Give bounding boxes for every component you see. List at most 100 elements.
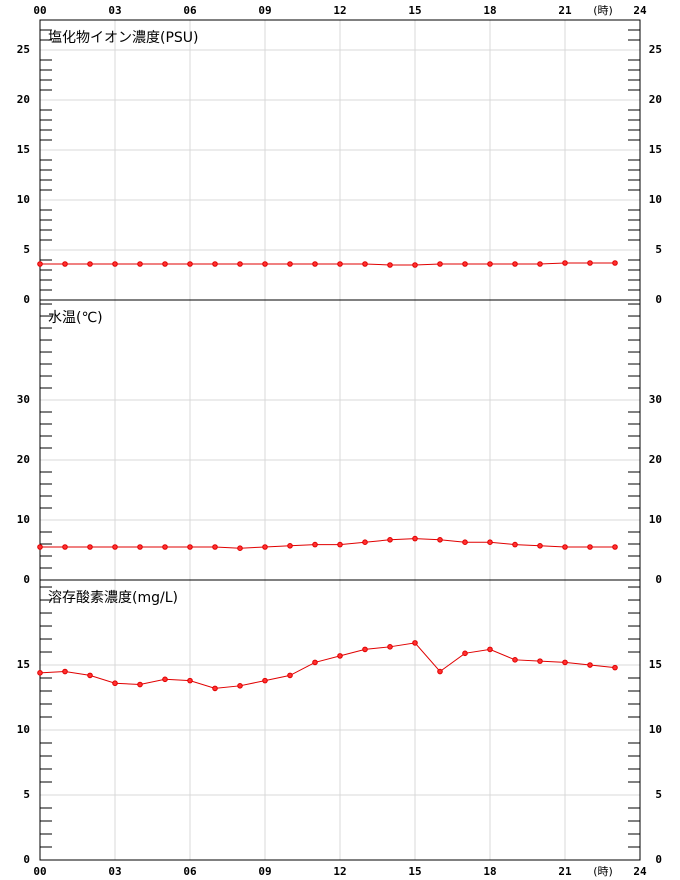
x-tick-label: 15 (408, 4, 421, 17)
x-tick-label: 06 (183, 865, 197, 878)
data-point (362, 646, 368, 653)
data-point (412, 640, 418, 646)
y-tick-label: 5 (655, 788, 662, 801)
data-point (137, 544, 143, 550)
data-point (137, 261, 143, 267)
x-tick-label: 12 (333, 4, 346, 17)
data-point (87, 672, 93, 679)
y-tick-label: 20 (17, 93, 30, 106)
y-tick-label: 5 (23, 243, 30, 256)
data-point (37, 544, 43, 550)
data-point (162, 544, 168, 550)
data-point (287, 672, 293, 679)
data-point (62, 668, 68, 675)
x-unit-label: (時) (593, 4, 613, 17)
y-tick-label: 25 (17, 43, 30, 56)
data-point (512, 657, 518, 663)
x-tick-label: 21 (558, 4, 572, 17)
x-tick-label: 03 (108, 4, 121, 17)
x-tick-label: 18 (483, 865, 496, 878)
data-point (487, 539, 493, 546)
data-point (312, 261, 318, 267)
y-tick-label: 5 (23, 788, 30, 801)
data-point (562, 260, 568, 266)
y-tick-label: 0 (655, 573, 662, 586)
data-point (437, 261, 443, 267)
x-unit-label: (時) (593, 865, 613, 878)
data-point (337, 653, 343, 659)
data-point (387, 537, 393, 543)
data-point (387, 262, 393, 268)
x-tick-label: 24 (633, 865, 647, 878)
y-tick-label: 20 (649, 453, 662, 466)
data-point (162, 676, 168, 683)
y-tick-label: 10 (17, 723, 30, 736)
data-point (612, 544, 618, 550)
data-point (437, 537, 443, 543)
data-point (487, 261, 493, 267)
data-point (312, 541, 318, 548)
data-point (587, 260, 593, 266)
data-point (287, 261, 293, 267)
y-tick-label: 10 (649, 193, 662, 206)
y-tick-label: 15 (649, 658, 662, 671)
data-point (337, 261, 343, 267)
data-point (237, 261, 243, 267)
data-point (212, 685, 218, 692)
data-point (212, 261, 218, 267)
y-tick-label: 20 (17, 453, 30, 466)
data-point (337, 541, 343, 548)
x-tick-label: 00 (33, 4, 46, 17)
y-tick-label: 15 (17, 658, 30, 671)
data-point (112, 544, 118, 550)
y-tick-label: 15 (649, 143, 662, 156)
data-point (487, 646, 493, 653)
x-tick-label: 15 (408, 865, 421, 878)
y-tick-label: 20 (649, 93, 662, 106)
x-tick-label: 06 (183, 4, 197, 17)
x-tick-label: 00 (33, 865, 46, 878)
panel-title: 水温(℃) (48, 310, 103, 326)
data-point (187, 677, 193, 684)
data-point (512, 541, 518, 548)
data-point (237, 683, 243, 689)
data-point (62, 261, 68, 267)
y-tick-label: 0 (655, 293, 662, 306)
y-tick-label: 0 (23, 293, 30, 306)
y-tick-label: 0 (655, 853, 662, 866)
x-tick-label: 12 (333, 865, 346, 878)
y-tick-label: 10 (649, 513, 662, 526)
data-point (112, 680, 118, 687)
y-tick-label: 30 (17, 393, 30, 406)
x-tick-label: 09 (258, 865, 271, 878)
y-tick-label: 5 (655, 243, 662, 256)
data-point (37, 261, 43, 267)
panel-title: 塩化物イオン濃度(PSU) (48, 30, 199, 46)
data-point (262, 677, 268, 684)
data-point (612, 260, 618, 266)
data-point (362, 261, 368, 267)
data-point (537, 543, 543, 549)
panel-title: 溶存酸素濃度(mg/L) (48, 590, 178, 606)
data-point (412, 262, 418, 268)
y-tick-label: 15 (17, 143, 30, 156)
data-point (437, 668, 443, 675)
y-tick-label: 0 (23, 573, 30, 586)
data-point (562, 659, 568, 666)
data-point (462, 261, 468, 267)
data-point (387, 644, 393, 650)
data-point (362, 539, 368, 546)
data-point (562, 544, 568, 550)
data-point (162, 261, 168, 267)
series-line (40, 262, 615, 266)
data-point (62, 544, 68, 550)
panel-frame (39, 579, 641, 861)
data-point (587, 544, 593, 550)
y-tick-label: 10 (649, 723, 662, 736)
series-line (40, 538, 615, 549)
data-point (312, 659, 318, 666)
data-point (212, 544, 218, 550)
data-point (262, 544, 268, 550)
data-point (262, 261, 268, 267)
